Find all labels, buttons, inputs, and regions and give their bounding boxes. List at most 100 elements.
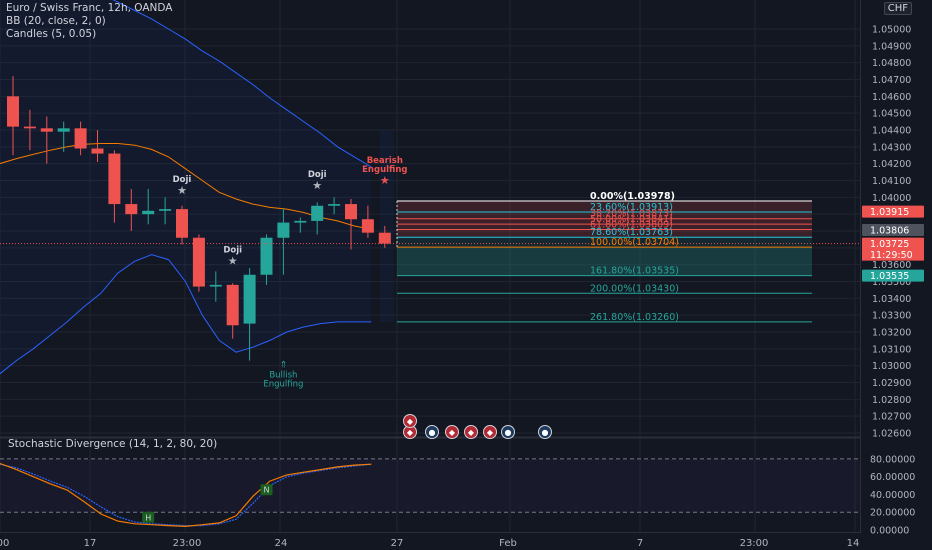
- time-tick: 00: [0, 538, 9, 549]
- bollinger-bands: [0, 0, 394, 375]
- flag-glyph: ◆: [449, 428, 456, 437]
- red-flag-icon[interactable]: ◆: [464, 425, 478, 439]
- arrow-up-icon: ⇑: [280, 360, 288, 370]
- globe-glyph: ●: [429, 428, 436, 437]
- price-tick: 1.02600: [872, 429, 911, 440]
- candles-indicator-label[interactable]: Candles (5, 0.05): [6, 28, 97, 40]
- price-tick: 1.03300: [872, 311, 911, 322]
- pattern-label: Bullish: [269, 370, 297, 380]
- event-circle: [403, 414, 417, 428]
- fib-zone: [397, 211, 812, 219]
- stochastic-pane: HN: [0, 458, 860, 528]
- event-circle: [538, 425, 552, 439]
- price-tick: 1.04400: [872, 126, 911, 137]
- event-circle: [464, 425, 478, 439]
- event-circle: [445, 425, 459, 439]
- globe-icon[interactable]: ●: [425, 425, 439, 439]
- price-tag: [862, 269, 924, 282]
- fib-zones: [397, 201, 812, 276]
- candle-body: [378, 232, 391, 244]
- red-flag-icon[interactable]: ◆: [483, 425, 497, 439]
- time-tick: 23:00: [173, 538, 202, 549]
- event-circle: [501, 425, 515, 439]
- fib-label: 61.80%(1.03809): [590, 219, 673, 230]
- bb-fill: [0, 0, 372, 374]
- pattern-label: Doji: [308, 170, 327, 180]
- candles[interactable]: [0, 76, 860, 361]
- osc-tick: 80.00000: [870, 454, 915, 465]
- globe-glyph: ●: [505, 428, 512, 437]
- divergence-label: H: [145, 513, 151, 522]
- fib-zone: [397, 224, 812, 230]
- price-tick: 1.02900: [872, 378, 911, 389]
- fib-zone: [397, 218, 812, 225]
- red-flag-icon[interactable]: ◆: [403, 414, 417, 428]
- bb-indicator-label[interactable]: BB (20, close, 2, 0): [6, 15, 106, 27]
- time-tick: 7: [637, 538, 643, 549]
- globe-icon[interactable]: ●: [538, 425, 552, 439]
- osc-tick: 40.00000: [870, 490, 915, 501]
- bb-upper-line: [112, 0, 372, 168]
- candle-body: [192, 237, 205, 287]
- price-tick: 1.04700: [872, 75, 911, 86]
- candle-body: [108, 153, 121, 205]
- price-tick: 1.02700: [872, 412, 911, 423]
- time-tick: Feb: [499, 538, 517, 549]
- red-flag-icon[interactable]: ◆: [445, 425, 459, 439]
- fib-label: 50.00%(1.03841): [590, 214, 673, 225]
- candle-body: [23, 126, 36, 129]
- countdown-label: 11:29:50: [870, 250, 913, 261]
- price-tag: [862, 237, 924, 250]
- star-icon: ★: [177, 184, 187, 197]
- pattern-label: Engulfing: [362, 165, 407, 175]
- fib-label: 161.80%(1.03535): [590, 266, 679, 277]
- symbol-title[interactable]: Euro / Swiss Franc, 12h, OANDA: [6, 2, 173, 14]
- price-tag: [862, 205, 924, 218]
- fib-label: 38.20%(1.03873): [590, 209, 673, 220]
- oscillator-title[interactable]: Stochastic Divergence (14, 1, 2, 80, 20): [8, 438, 218, 450]
- candle-body: [328, 204, 341, 206]
- flag-glyph: ◆: [468, 428, 475, 437]
- stoch-d-line: [0, 462, 372, 528]
- candle-body: [361, 219, 374, 233]
- price-tick: 1.03200: [872, 328, 911, 339]
- globe-icon[interactable]: ●: [501, 425, 515, 439]
- fib-label: 23.60%(1.03913): [590, 202, 673, 213]
- price-tag-label: 1.03725: [870, 239, 909, 250]
- time-tick: 14: [847, 538, 860, 549]
- price-tick: 1.03400: [872, 294, 911, 305]
- currency-label[interactable]: CHF: [883, 2, 912, 15]
- price-tick: 1.04300: [872, 142, 911, 153]
- price-tick: 1.03500: [872, 277, 911, 288]
- countdown-tag: [862, 248, 924, 261]
- time-axis-bg: [0, 533, 932, 550]
- stoch-k-line: [0, 463, 372, 527]
- price-tick: 1.04800: [872, 58, 911, 69]
- candle-body: [7, 96, 19, 127]
- star-icon: ★: [380, 174, 390, 187]
- time-tick: 23:00: [740, 538, 769, 549]
- globe-glyph: ●: [542, 428, 549, 437]
- pattern-label: Bearish: [367, 156, 403, 166]
- bb-lower-line: [0, 254, 372, 375]
- pattern-label: Engulfing: [263, 379, 303, 389]
- flag-glyph: ◆: [487, 428, 494, 437]
- price-tick: 1.04200: [872, 159, 911, 170]
- time-tick: 24: [275, 538, 288, 549]
- fib-retracement[interactable]: 0.00%(1.03978)23.60%(1.03913)38.20%(1.03…: [396, 191, 812, 323]
- fib-label: 200.00%(1.03430): [590, 283, 679, 294]
- event-markers[interactable]: ◆ ● ◆ ◆ ◆ ● ● ◆: [403, 414, 552, 439]
- candle-body: [176, 209, 188, 238]
- event-circle: [425, 425, 439, 439]
- fib-zone-extension: [397, 247, 812, 276]
- star-icon: ★: [228, 255, 238, 268]
- fib-zone: [397, 201, 812, 212]
- price-tick: 1.03600: [872, 260, 911, 271]
- fib-label: 0.00%(1.03978): [590, 191, 675, 202]
- candle-body: [345, 204, 357, 220]
- flag-glyph: ◆: [407, 428, 414, 437]
- candle-body: [91, 148, 104, 154]
- price-tick: 1.04500: [872, 109, 911, 120]
